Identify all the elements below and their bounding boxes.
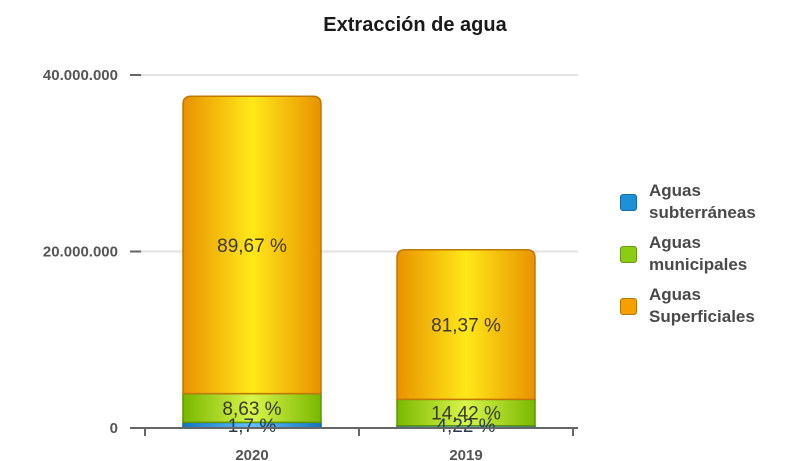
bars	[182, 95, 536, 429]
data-label: 8,63 %	[222, 399, 281, 420]
chart-title: Extracción de agua	[323, 14, 507, 36]
legend-swatch	[620, 194, 637, 211]
y-tick-label: 20.000.000	[43, 244, 118, 261]
legend-item-municipal[interactable]: Aguas municipales	[620, 232, 800, 276]
legend-item-groundwater[interactable]: Aguas subterráneas	[620, 180, 800, 224]
legend-swatch	[620, 298, 637, 315]
data-labels: 1,7 %8,63 % 89,67 % 4,22 %14,42 % 81,37 %	[217, 236, 501, 437]
data-label: 81,37 %	[431, 316, 501, 337]
x-category-label: 2019	[449, 447, 482, 461]
y-tick-label: 0	[110, 420, 118, 437]
axes: 0 20.000.000 40.000.000 2020 2019	[43, 67, 578, 461]
x-category-label: 2020	[235, 447, 268, 461]
y-tick-label: 40.000.000	[43, 67, 118, 84]
legend: Aguas subterráneas Aguas municipales Agu…	[620, 180, 800, 336]
legend-label: Aguas subterráneas	[649, 181, 756, 222]
data-label: 89,67 %	[217, 236, 287, 257]
data-label: 4,22 %	[436, 416, 495, 437]
bar-segment[interactable]	[396, 248, 536, 401]
data-label: 14,42 %	[431, 404, 501, 425]
legend-label: Aguas Superficiales	[649, 285, 755, 326]
legend-swatch	[620, 246, 637, 263]
legend-label: Aguas municipales	[649, 233, 748, 274]
data-label: 1,7 %	[228, 416, 277, 437]
bar-segment[interactable]	[182, 95, 322, 395]
legend-item-surface[interactable]: Aguas Superficiales	[620, 284, 800, 328]
